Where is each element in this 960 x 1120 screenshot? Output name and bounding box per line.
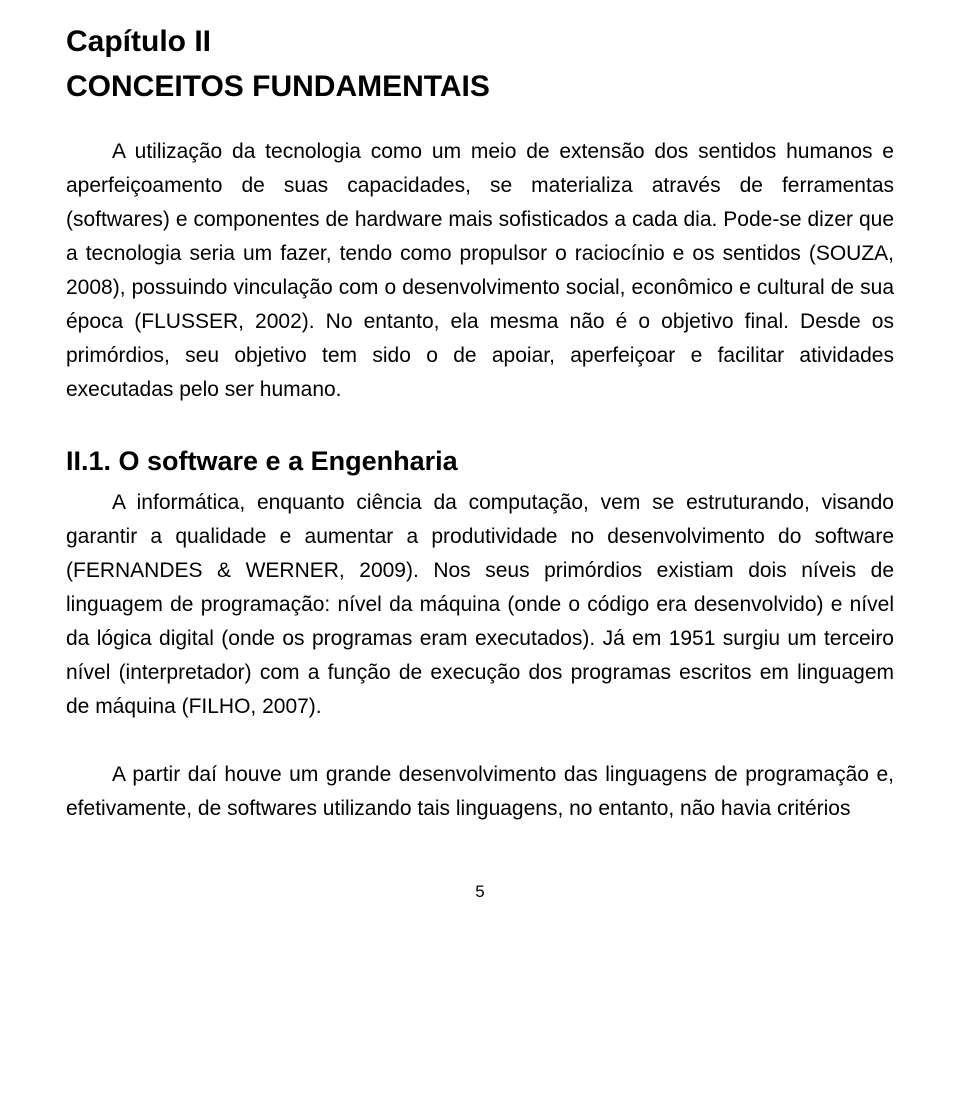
paragraph-2: A informática, enquanto ciência da compu… <box>66 486 894 724</box>
section-heading: II.1. O software e a Engenharia <box>66 443 894 479</box>
chapter-label: Capítulo II <box>66 22 894 63</box>
paragraph-3: A partir daí houve um grande desenvolvim… <box>66 758 894 826</box>
chapter-title: CONCEITOS FUNDAMENTAIS <box>66 67 894 108</box>
paragraph-1: A utilização da tecnologia como um meio … <box>66 135 894 407</box>
page: Capítulo II CONCEITOS FUNDAMENTAIS A uti… <box>0 0 960 1120</box>
page-number: 5 <box>66 882 894 902</box>
